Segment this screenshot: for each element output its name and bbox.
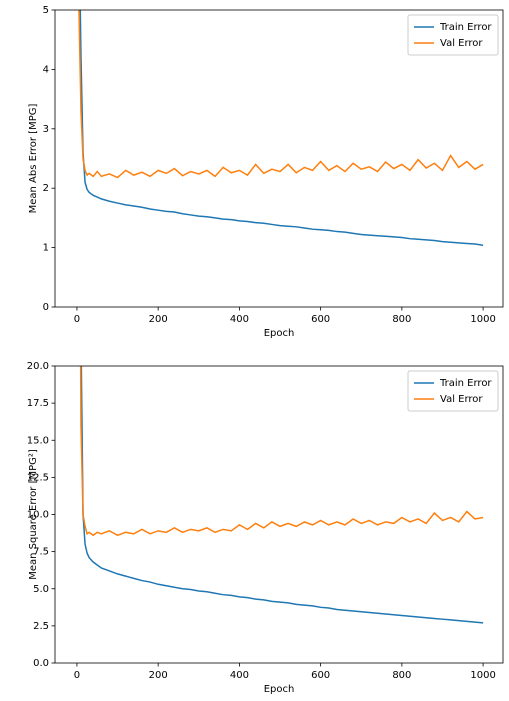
y-tick-label: 1	[43, 243, 49, 254]
series-line	[79, 366, 484, 537]
y-tick-label: 2.5	[33, 621, 49, 632]
series-line	[80, 366, 484, 624]
y-tick-label: 0	[43, 302, 49, 313]
legend-label: Train Error	[439, 378, 492, 389]
y-tick-label: 12.5	[27, 472, 49, 483]
legend-box	[407, 370, 499, 412]
x-tick-label: 800	[392, 314, 411, 325]
x-tick-label: 200	[149, 670, 168, 681]
y-tick-label: 4	[43, 64, 49, 75]
legend: Train Error Val Error	[407, 370, 499, 412]
x-tick-label: 0	[74, 314, 80, 325]
legend-box	[407, 14, 499, 56]
subplot: 0.0 2.5 5.0 7.5 10.0 12.5 15.0 17.5 20.0 0 200 400 6…	[27, 361, 504, 695]
x-tick-label: 1000	[470, 314, 495, 325]
x-tick-label: 600	[311, 670, 330, 681]
y-tick-label: 5.0	[33, 584, 49, 595]
y-tick-label: 3	[43, 124, 49, 135]
y-axis-label: Mean Abs Error [MPG]	[28, 104, 39, 214]
x-tick-label: 400	[230, 670, 249, 681]
series-line	[78, 10, 484, 179]
x-tick-label: 0	[74, 670, 80, 681]
y-tick-label: 2	[43, 183, 49, 194]
x-tick-label: 800	[392, 670, 411, 681]
x-tick-label: 600	[311, 314, 330, 325]
y-tick-label: 5	[43, 5, 49, 16]
axes-frame	[54, 365, 504, 664]
y-tick-label: 15.0	[27, 435, 49, 446]
y-tick-label: 10.0	[27, 510, 49, 521]
legend-label: Train Error	[439, 22, 492, 33]
y-tick-label: 20.0	[27, 361, 49, 372]
x-tick-label: 1000	[470, 670, 495, 681]
x-tick-label: 400	[230, 314, 249, 325]
series-line	[79, 10, 484, 246]
legend: Train Error Val Error	[407, 14, 499, 56]
x-axis-label: Epoch	[264, 328, 295, 339]
y-tick-label: 0.0	[33, 658, 49, 669]
axes-frame	[54, 9, 504, 308]
subplot: 0 1 2 3 4 5 0 200 400 600 800 1000 Epoch Mean Abs Err…	[28, 5, 504, 339]
legend-label: Val Error	[440, 394, 483, 405]
x-axis-label: Epoch	[264, 684, 295, 695]
x-tick-label: 200	[149, 314, 168, 325]
y-tick-label: 17.5	[27, 398, 49, 409]
y-tick-label: 7.5	[33, 547, 49, 558]
y-axis-label: Mean Square Error [MPG²]	[28, 449, 39, 580]
legend-label: Val Error	[440, 38, 483, 49]
